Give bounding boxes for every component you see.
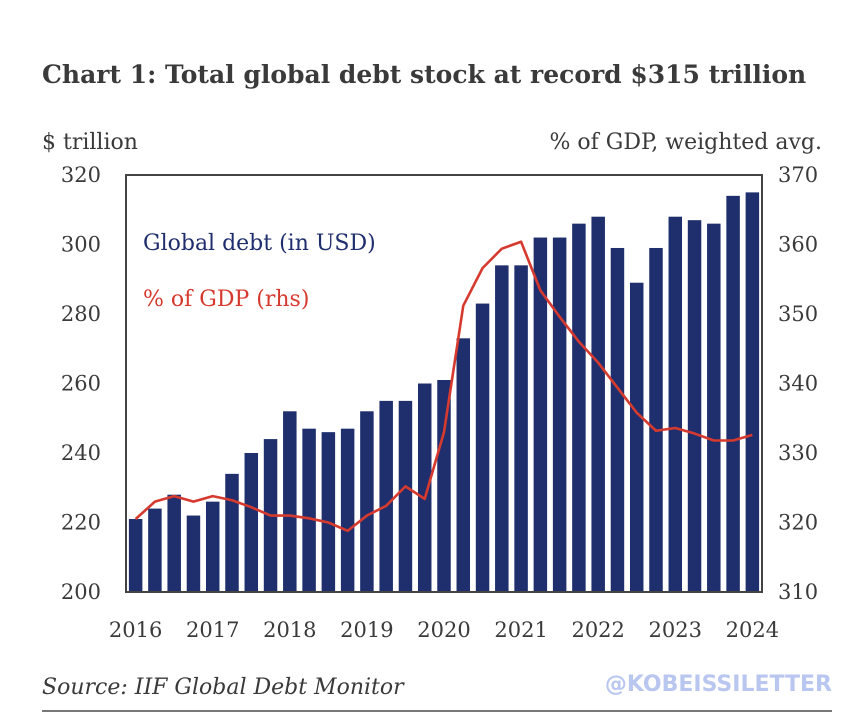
- right-tick-label: 340: [778, 372, 818, 396]
- bar-2019Q2: [379, 400, 393, 593]
- left-tick-label: 280: [61, 302, 101, 326]
- bar-2016Q4: [186, 515, 201, 592]
- bar-2018Q2: [302, 428, 316, 592]
- bar-2020Q1: [437, 380, 451, 592]
- x-tick-label: 2023: [649, 618, 702, 642]
- bar-2017Q1: [205, 501, 220, 592]
- bar-2017Q2: [225, 473, 239, 592]
- gdp-line: [134, 240, 753, 533]
- bar-series: [128, 192, 760, 593]
- x-tick-label: 2020: [417, 618, 470, 642]
- right-tick-label: 360: [778, 233, 818, 257]
- right-axis-ticks: 310 320 330 340 350 360 370: [778, 163, 818, 604]
- bar-2022Q3: [629, 282, 644, 592]
- bar-2023Q1: [668, 216, 683, 592]
- x-tick-label: 2019: [340, 618, 393, 642]
- right-tick-label: 320: [778, 511, 818, 535]
- bar-2017Q3: [244, 453, 259, 592]
- bar-2019Q3: [398, 400, 413, 593]
- bar-2022Q2: [610, 247, 625, 593]
- watermark-handle[interactable]: @KOBEISSILETTER: [604, 672, 832, 697]
- footer-divider: [42, 710, 832, 712]
- bar-2022Q4: [649, 247, 663, 593]
- bar-2021Q4: [572, 223, 586, 592]
- debt-chart: 200 220 240 260 280 300 320 310 320 330 340 350 360…: [61, 163, 818, 642]
- bar-2019Q1: [360, 411, 374, 592]
- bar-2018Q4: [340, 428, 355, 592]
- left-tick-label: 200: [61, 580, 101, 604]
- bar-2020Q2: [456, 338, 471, 592]
- bar-2022Q1: [591, 216, 605, 592]
- x-tick-label: 2024: [726, 618, 779, 642]
- bar-2020Q3: [475, 303, 490, 592]
- legend-gdp: % of GDP (rhs): [143, 287, 309, 312]
- left-tick-label: 260: [61, 372, 101, 396]
- right-axis-unit: % of GDP, weighted avg.: [549, 130, 822, 155]
- bar-2024Q1: [745, 192, 760, 593]
- bar-2021Q1: [514, 265, 528, 592]
- left-tick-label: 220: [61, 511, 101, 535]
- bar-2018Q3: [321, 432, 336, 592]
- source-note: Source: IIF Global Debt Monitor: [42, 675, 404, 700]
- left-axis-ticks: 200 220 240 260 280 300 320: [61, 163, 101, 604]
- bar-2016Q2: [148, 508, 162, 592]
- chart-title: Chart 1: Total global debt stock at reco…: [42, 60, 807, 89]
- left-tick-label: 240: [61, 441, 101, 465]
- x-tick-label: 2022: [571, 618, 624, 642]
- legend-debt: Global debt (in USD): [143, 231, 376, 256]
- bar-2019Q4: [417, 383, 432, 592]
- x-tick-label: 2021: [494, 618, 547, 642]
- x-tick-label: 2017: [186, 618, 239, 642]
- right-tick-label: 370: [778, 163, 818, 187]
- bar-2023Q3: [707, 223, 721, 592]
- bar-2018Q1: [283, 411, 297, 592]
- bar-2023Q2: [687, 220, 702, 593]
- bar-2021Q2: [533, 237, 548, 593]
- right-tick-label: 330: [778, 441, 818, 465]
- plot-frame: [125, 174, 763, 593]
- bar-2021Q3: [552, 237, 567, 593]
- bar-2020Q4: [495, 265, 509, 592]
- right-tick-label: 310: [778, 580, 818, 604]
- left-tick-label: 320: [61, 163, 101, 187]
- x-tick-label: 2018: [263, 618, 316, 642]
- left-tick-label: 300: [61, 233, 101, 257]
- bar-2023Q4: [726, 195, 740, 592]
- bar-2016Q1: [128, 519, 143, 592]
- right-tick-label: 350: [778, 302, 818, 326]
- left-axis-unit: $ trillion: [42, 130, 138, 155]
- x-tick-label: 2016: [109, 618, 162, 642]
- bar-2016Q3: [167, 494, 181, 592]
- x-axis-ticks: 2016 2017 2018 2019 2020 2021 2022 2023 2024: [109, 618, 779, 642]
